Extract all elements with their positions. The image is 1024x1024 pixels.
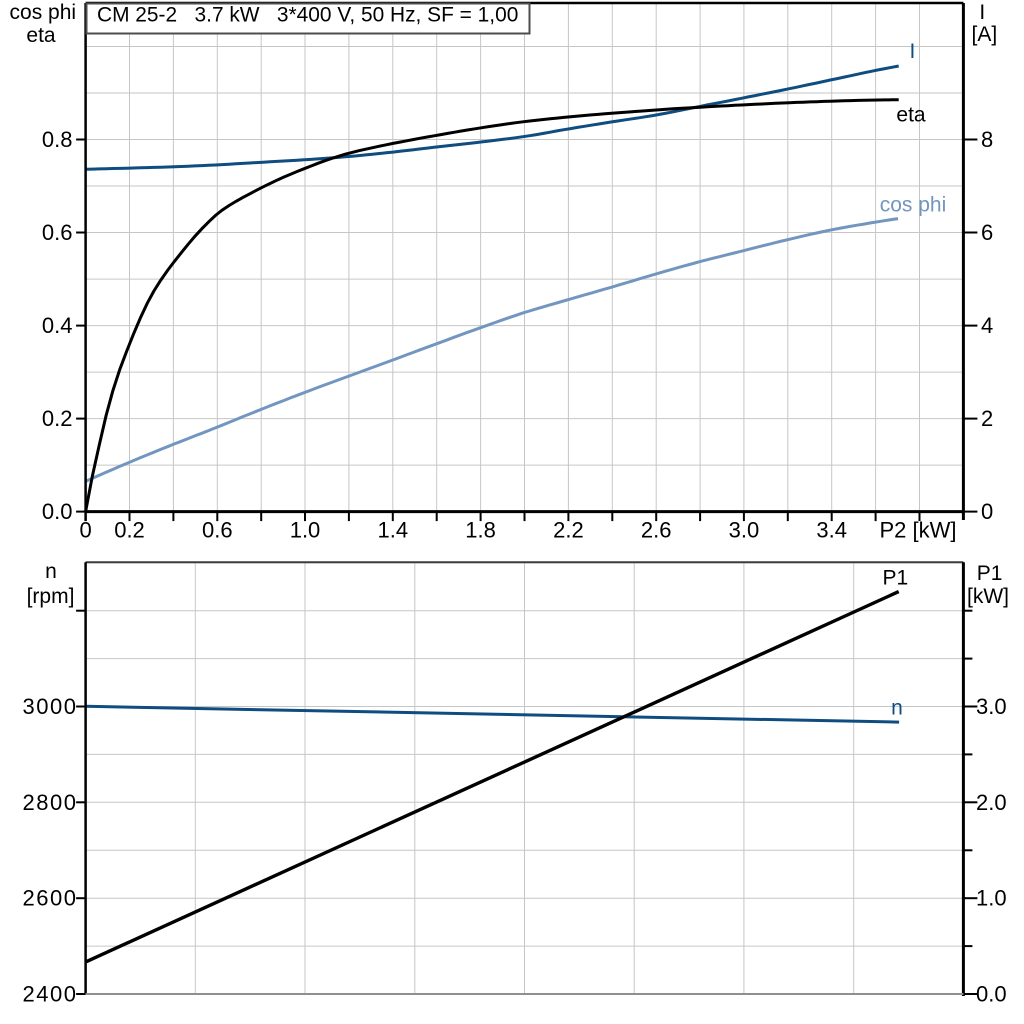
svg-text:2: 2: [981, 406, 993, 431]
svg-text:1.8: 1.8: [465, 517, 496, 542]
svg-text:3.0: 3.0: [976, 694, 1007, 719]
svg-text:0.0: 0.0: [976, 982, 1007, 1007]
svg-text:P1: P1: [883, 567, 909, 590]
svg-text:n: n: [891, 697, 903, 720]
svg-text:0.6: 0.6: [202, 517, 233, 542]
svg-text:6: 6: [981, 220, 993, 245]
svg-text:2.6: 2.6: [641, 517, 672, 542]
svg-text:2600: 2600: [23, 886, 78, 911]
svg-text:0: 0: [981, 499, 993, 524]
svg-text:CM 25-2 3.7 kW 3*400 V, 50: CM 25-2 3.7 kW 3*400 V, 50 Hz, SF = 1,00: [97, 4, 518, 27]
svg-text:3000: 3000: [23, 694, 78, 719]
svg-text:cos phi: cos phi: [10, 1, 77, 24]
svg-text:n: n: [45, 560, 57, 583]
svg-text:P1: P1: [977, 562, 1003, 585]
svg-text:eta: eta: [896, 104, 926, 127]
svg-text:1.0: 1.0: [290, 517, 321, 542]
svg-text:0.8: 0.8: [42, 127, 73, 152]
svg-text:1.0: 1.0: [976, 886, 1007, 911]
svg-text:I: I: [979, 1, 985, 24]
svg-text:2.2: 2.2: [553, 517, 584, 542]
svg-text:2.0: 2.0: [976, 790, 1007, 815]
svg-text:0.2: 0.2: [114, 517, 145, 542]
svg-text:P2 [kW]: P2 [kW]: [879, 517, 956, 542]
svg-text:2800: 2800: [23, 790, 78, 815]
svg-text:3.4: 3.4: [816, 517, 847, 542]
svg-text:1.4: 1.4: [378, 517, 409, 542]
svg-text:0.4: 0.4: [42, 313, 73, 338]
svg-text:[rpm]: [rpm]: [27, 585, 75, 608]
svg-text:I: I: [909, 40, 915, 63]
svg-text:0: 0: [79, 517, 91, 542]
svg-text:0.2: 0.2: [42, 406, 73, 431]
svg-text:[kW]: [kW]: [967, 585, 1009, 608]
svg-text:cos phi: cos phi: [880, 194, 947, 217]
svg-text:0.0: 0.0: [42, 499, 73, 524]
svg-text:3.0: 3.0: [729, 517, 760, 542]
svg-text:eta: eta: [26, 24, 56, 47]
svg-text:2400: 2400: [23, 982, 78, 1007]
svg-text:0.6: 0.6: [42, 220, 73, 245]
svg-text:4: 4: [981, 313, 993, 338]
svg-text:8: 8: [981, 127, 993, 152]
svg-text:[A]: [A]: [972, 23, 998, 46]
